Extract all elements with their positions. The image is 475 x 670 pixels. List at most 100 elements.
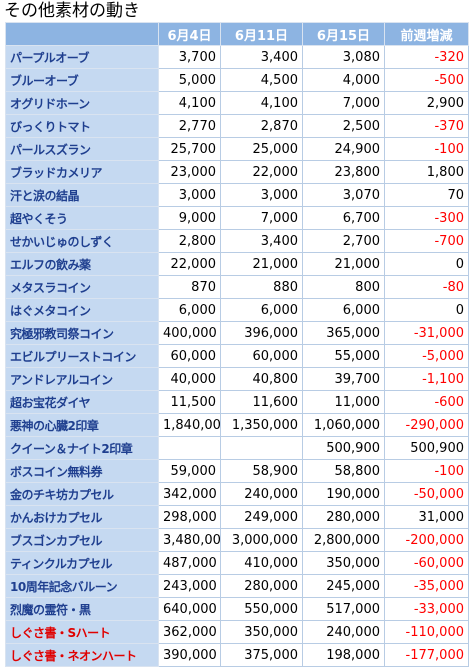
- value-cell: 517,000: [302, 597, 385, 621]
- item-name: 烈魔の霊符・黒: [5, 597, 159, 621]
- item-name: びっくりトマト: [5, 114, 159, 138]
- value-cell: 25,700: [158, 137, 221, 161]
- value-cell: -177,000: [384, 643, 469, 667]
- value-cell: -290,000: [384, 413, 469, 437]
- value-cell: 365,000: [302, 321, 385, 345]
- value-cell: 249,000: [220, 505, 303, 529]
- value-cell: 1,350,000: [220, 413, 303, 437]
- value-cell: 3,080: [302, 45, 385, 69]
- item-name: 超お宝花ダイヤ: [5, 390, 159, 414]
- title: その他素材の動き: [4, 1, 140, 21]
- item-name: 10周年記念バルーン: [5, 574, 159, 598]
- value-cell: 1,060,000: [302, 413, 385, 437]
- item-name: しぐさ書・Sハート: [5, 620, 159, 644]
- table-row: かんおけカプセル 298,000 249,000 280,000 31,000: [5, 505, 469, 529]
- value-cell: 6,000: [220, 298, 303, 322]
- table-row: エルフの飲み薬 22,000 21,000 21,000 0: [5, 252, 469, 276]
- item-name: ブルーオーブ: [5, 68, 159, 92]
- value-cell: 487,000: [158, 551, 221, 575]
- table-row: しぐさ書・Sハート 362,000 350,000 240,000 -110,000: [5, 620, 469, 644]
- item-name: ブラッドカメリア: [5, 160, 159, 184]
- value-cell: 22,000: [220, 160, 303, 184]
- item-name: クイーン＆ナイト2印章: [5, 436, 159, 460]
- table-row: パールスズラン 25,700 25,000 24,900 -100: [5, 137, 469, 161]
- value-cell: 59,000: [158, 459, 221, 483]
- value-cell: 11,500: [158, 390, 221, 414]
- value-cell: 0: [384, 252, 469, 276]
- value-cell: 245,000: [302, 574, 385, 598]
- value-cell: 3,000,000: [220, 528, 303, 552]
- value-cell: -1,100: [384, 367, 469, 391]
- item-name: 超やくそう: [5, 206, 159, 230]
- value-cell: -100: [384, 459, 469, 483]
- value-cell: 40,800: [220, 367, 303, 391]
- value-cell: -33,000: [384, 597, 469, 621]
- value-cell: 870: [158, 275, 221, 299]
- value-cell: [220, 436, 303, 460]
- value-cell: 2,800: [158, 229, 221, 253]
- value-cell: 2,770: [158, 114, 221, 138]
- value-cell: 7,000: [302, 91, 385, 115]
- value-cell: 0: [384, 298, 469, 322]
- value-cell: 11,000: [302, 390, 385, 414]
- table-row: ブルーオーブ 5,000 4,500 4,000 -500: [5, 68, 469, 92]
- value-cell: 2,800,000: [302, 528, 385, 552]
- value-cell: 11,600: [220, 390, 303, 414]
- table-row: メタスラコイン 870 880 800 -80: [5, 275, 469, 299]
- item-name: ボスコイン無料券: [5, 459, 159, 483]
- item-name: アンドレアルコイン: [5, 367, 159, 391]
- value-cell: 1,800: [384, 160, 469, 184]
- table-row: ブスゴンカプセル3,480,0003,000,0002,800,000-200,…: [5, 528, 469, 552]
- value-cell: 6,000: [158, 298, 221, 322]
- value-cell: 375,000: [220, 643, 303, 667]
- value-cell: 5,000: [158, 68, 221, 92]
- value-cell: -500: [384, 68, 469, 92]
- value-cell: -5,000: [384, 344, 469, 368]
- value-cell: -110,000: [384, 620, 469, 644]
- header-cell: 6月15日: [302, 22, 385, 46]
- value-cell: 4,100: [158, 91, 221, 115]
- value-cell: 800: [302, 275, 385, 299]
- value-cell: 298,000: [158, 505, 221, 529]
- value-cell: 390,000: [158, 643, 221, 667]
- item-name: パールスズラン: [5, 137, 159, 161]
- value-cell: 342,000: [158, 482, 221, 506]
- value-cell: [158, 436, 221, 460]
- table-row: びっくりトマト 2,770 2,870 2,500 -370: [5, 114, 469, 138]
- item-name: オグリドホーン: [5, 91, 159, 115]
- item-name: 悪神の心臓2印章: [5, 413, 159, 437]
- value-cell: 240,000: [302, 620, 385, 644]
- table-row: 汗と涙の結晶 3,000 3,000 3,070 70: [5, 183, 469, 207]
- value-cell: 2,700: [302, 229, 385, 253]
- header-cell: 6月11日: [220, 22, 303, 46]
- value-cell: 400,000: [158, 321, 221, 345]
- value-cell: -80: [384, 275, 469, 299]
- value-cell: 3,400: [220, 229, 303, 253]
- value-cell: 24,900: [302, 137, 385, 161]
- value-cell: -50,000: [384, 482, 469, 506]
- value-cell: 55,000: [302, 344, 385, 368]
- value-cell: 70: [384, 183, 469, 207]
- item-name: ブスゴンカプセル: [5, 528, 159, 552]
- value-cell: 9,000: [158, 206, 221, 230]
- value-cell: 640,000: [158, 597, 221, 621]
- table-row: 悪神の心臓2印章1,840,0001,350,0001,060,000-290,…: [5, 413, 469, 437]
- value-cell: 350,000: [220, 620, 303, 644]
- item-name: メタスラコイン: [5, 275, 159, 299]
- value-cell: 6,000: [302, 298, 385, 322]
- item-name: 究極邪教司祭コイン: [5, 321, 159, 345]
- value-cell: 31,000: [384, 505, 469, 529]
- header-row: 6月4日 6月11日 6月15日 前週増減: [5, 22, 469, 46]
- item-name: パープルオーブ: [5, 45, 159, 69]
- value-cell: -35,000: [384, 574, 469, 598]
- value-cell: 4,100: [220, 91, 303, 115]
- table-row: クイーン＆ナイト2印章 500,900 500,900: [5, 436, 469, 460]
- value-cell: -60,000: [384, 551, 469, 575]
- value-cell: -31,000: [384, 321, 469, 345]
- value-cell: 23,800: [302, 160, 385, 184]
- value-cell: 58,900: [220, 459, 303, 483]
- table-row: パープルオーブ 3,700 3,400 3,080 -320: [5, 45, 469, 69]
- table-row: せかいじゅのしずく 2,800 3,400 2,700 -700: [5, 229, 469, 253]
- value-cell: 880: [220, 275, 303, 299]
- value-cell: 3,000: [220, 183, 303, 207]
